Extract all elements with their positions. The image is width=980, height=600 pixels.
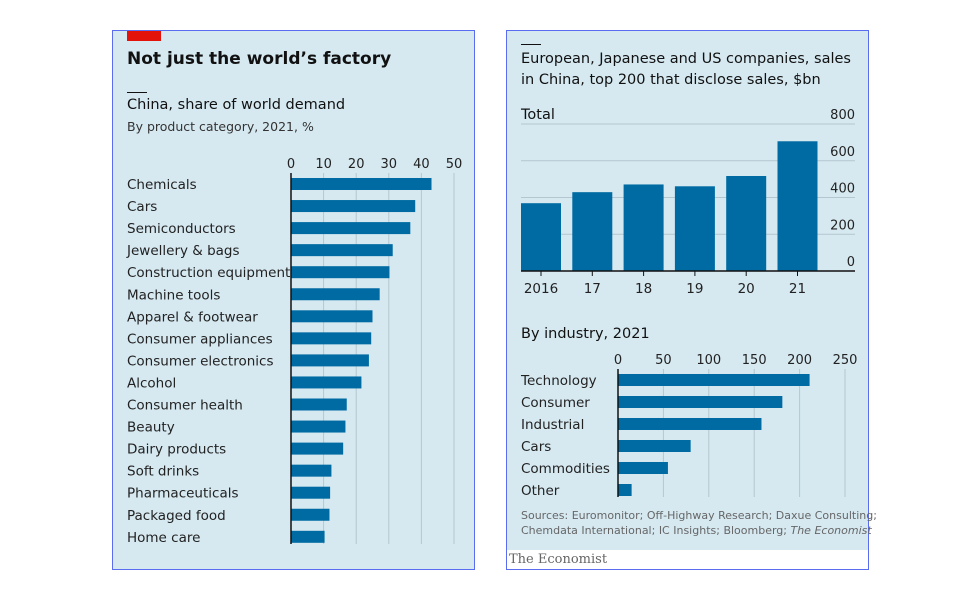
bar-18 (623, 184, 664, 271)
bar-consumer-health (291, 398, 347, 411)
bar-cars (618, 440, 691, 452)
category-label: Consumer appliances (127, 331, 273, 347)
sources-line-1: Sources: Euromonitor; Off-Highway Resear… (521, 509, 877, 522)
x-tick-label: 17 (584, 281, 601, 297)
bar-commodities (618, 462, 668, 474)
category-label: Cars (521, 439, 551, 455)
bar-dairy-products (291, 442, 344, 455)
y-tick-label: 400 (830, 182, 855, 197)
category-label: Industrial (521, 417, 584, 433)
right-chart-panel: European, Japanese and US companies, sal… (506, 30, 877, 570)
sources: Sources: Euromonitor; Off-Highway Resear… (521, 508, 877, 538)
category-label: Cars (127, 199, 157, 215)
category-label: Jewellery & bags (126, 243, 240, 259)
category-label: Technology (520, 373, 597, 389)
category-label: Consumer (521, 395, 590, 411)
bar-21 (777, 141, 818, 271)
x-tick-label: 250 (833, 353, 858, 368)
sources-text: Chemdata International; IC Insights; Blo… (521, 524, 791, 537)
category-label: Commodities (521, 461, 610, 477)
bar-industrial (618, 418, 762, 430)
economist-red-tag (127, 31, 161, 41)
bar-technology (618, 374, 810, 386)
bar-beauty (291, 420, 346, 433)
headline: European, Japanese and US companies, sal… (521, 51, 851, 88)
bar-other (618, 484, 632, 496)
x-tick-label: 200 (787, 353, 812, 368)
chart-title: China, share of world demand (127, 97, 346, 113)
bar-consumer-electronics (291, 354, 369, 367)
category-label: Packaged food (127, 508, 226, 524)
bar-jewellery-bags (291, 244, 393, 257)
x-tick-label: 50 (446, 157, 463, 172)
title-rule (521, 44, 541, 45)
sources-italic: The Economist (790, 524, 872, 537)
sources-line-2: Chemdata International; IC Insights; Blo… (521, 523, 877, 538)
bar-chemicals (291, 178, 432, 190)
y-tick-label: 200 (830, 218, 855, 233)
category-label: Consumer electronics (127, 353, 273, 369)
bar-consumer (618, 396, 783, 408)
x-tick-label: 100 (696, 353, 721, 368)
chart-subtitle: By product category, 2021, % (127, 119, 314, 134)
y-tick-label: 800 (830, 108, 855, 123)
left-bar-chart: 0 10 20 30 40 50 Chemicals Cars Semiconductors Je… (126, 157, 463, 546)
bar-19 (674, 186, 715, 271)
title-rule (127, 92, 147, 93)
industry-title: By industry, 2021 (521, 326, 650, 342)
x-tick-label: 0 (287, 157, 295, 172)
x-tick-label: 40 (413, 157, 430, 172)
category-label: Apparel & footwear (127, 309, 258, 325)
bar-semiconductors (291, 222, 411, 235)
category-label: Pharmaceuticals (127, 486, 239, 502)
bar-alcohol (291, 376, 362, 389)
x-tick-label: 50 (655, 353, 672, 368)
left-chart-panel: Not just the world’s factory China, shar… (112, 30, 475, 570)
x-tick-label: 2016 (524, 281, 558, 297)
y-tick-label: 600 (830, 145, 855, 160)
right-bar-charts: 0 200 400 600 800 2016 17 18 19 20 21 0 50 100 150 200 2… (520, 108, 858, 499)
bar-apparel-footwear (291, 310, 373, 323)
category-label: Other (521, 483, 560, 499)
bar-soft-drinks (291, 464, 332, 477)
bar-construction-equipment (291, 266, 390, 279)
bar-home-care (291, 530, 325, 543)
category-label: Alcohol (127, 375, 176, 391)
total-title: Total (521, 107, 555, 123)
category-label: Soft drinks (127, 464, 199, 480)
bar-2016 (521, 203, 561, 271)
economist-watermark: The Economist (507, 550, 868, 569)
x-tick-label: 30 (381, 157, 398, 172)
bar-consumer-appliances (291, 332, 372, 345)
bar-pharmaceuticals (291, 486, 331, 499)
category-label: Beauty (127, 420, 175, 436)
x-tick-label: 20 (348, 157, 365, 172)
category-label: Construction equipment (127, 265, 290, 281)
category-label: Semiconductors (127, 221, 236, 237)
x-tick-label: 21 (789, 281, 806, 297)
x-tick-label: 19 (686, 281, 703, 297)
category-label: Consumer health (127, 398, 243, 414)
bar-machine-tools (291, 288, 380, 301)
x-tick-label: 10 (315, 157, 332, 172)
category-label: Machine tools (127, 287, 220, 303)
y-tick-label: 0 (847, 255, 855, 270)
bar-17 (572, 192, 613, 271)
bar-cars (291, 200, 416, 213)
x-tick-label: 0 (614, 353, 622, 368)
category-label: Dairy products (127, 442, 226, 458)
headline: Not just the world’s factory (127, 49, 392, 69)
x-tick-label: 150 (742, 353, 767, 368)
x-tick-label: 20 (738, 281, 755, 297)
category-label: Chemicals (127, 177, 197, 193)
category-label: Home care (127, 530, 200, 546)
x-tick-label: 18 (635, 281, 652, 297)
bar-packaged-food (291, 508, 330, 521)
bar-20 (726, 176, 767, 271)
